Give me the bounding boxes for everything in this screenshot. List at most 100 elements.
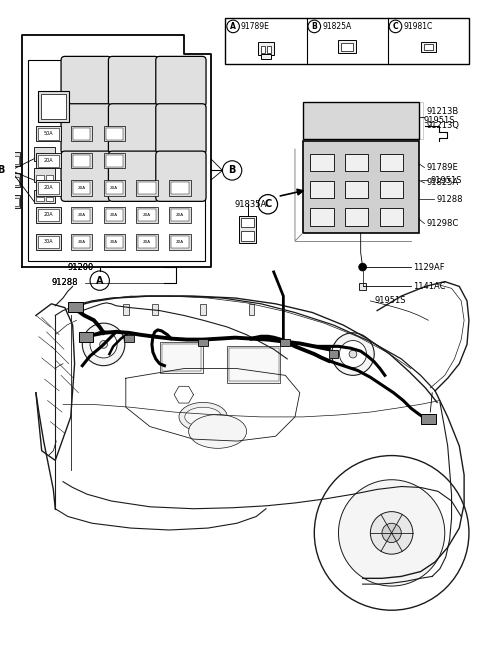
Bar [152, 304, 158, 316]
Bar [104, 153, 125, 168]
Bar [36, 126, 61, 141]
Text: 91288: 91288 [51, 278, 78, 287]
Text: 91951S: 91951S [423, 116, 455, 124]
Text: 91298C: 91298C [426, 219, 459, 228]
Text: B: B [228, 166, 236, 176]
Bar [68, 302, 84, 312]
Bar [34, 147, 55, 160]
Text: 91213B: 91213B [426, 107, 459, 116]
Text: 91288: 91288 [51, 278, 78, 287]
Text: 20A: 20A [44, 212, 53, 217]
Ellipse shape [179, 402, 228, 432]
Bar [160, 343, 203, 373]
Bar [280, 339, 290, 346]
Bar [38, 209, 59, 221]
Bar [171, 209, 189, 221]
Text: 20A: 20A [77, 240, 85, 244]
Text: 20A: 20A [44, 159, 53, 163]
Text: 20A: 20A [176, 240, 184, 244]
Bar [311, 181, 334, 198]
Bar [359, 282, 367, 290]
Text: C: C [264, 199, 272, 209]
Circle shape [100, 341, 108, 348]
Bar [200, 304, 206, 316]
Text: 91825A: 91825A [426, 179, 458, 187]
Bar [72, 182, 90, 194]
Bar [72, 155, 90, 166]
Bar [249, 304, 254, 316]
Bar [329, 350, 338, 358]
Bar [239, 216, 256, 243]
Bar [79, 332, 93, 341]
FancyBboxPatch shape [156, 151, 206, 201]
Bar [71, 126, 92, 141]
Bar [46, 154, 53, 159]
Bar [169, 207, 191, 223]
Bar [71, 153, 92, 168]
Bar [106, 128, 123, 140]
Bar [169, 234, 191, 250]
Circle shape [332, 333, 374, 375]
Bar [36, 154, 44, 159]
Bar [261, 46, 265, 52]
Text: A: A [96, 276, 104, 286]
Bar [303, 141, 419, 233]
Text: 91981C: 91981C [403, 22, 432, 31]
Bar [104, 234, 125, 250]
Text: B: B [312, 22, 317, 31]
Bar [104, 126, 125, 141]
Circle shape [308, 20, 321, 33]
Bar [229, 348, 278, 381]
Text: B: B [0, 166, 5, 176]
Bar [38, 128, 59, 140]
Bar [38, 155, 59, 166]
Bar [34, 190, 55, 203]
Bar [36, 234, 61, 250]
Bar [138, 209, 156, 221]
Bar [9, 174, 21, 187]
Bar [36, 207, 61, 223]
Bar [11, 178, 19, 185]
FancyBboxPatch shape [108, 103, 159, 154]
Bar [171, 182, 189, 194]
FancyBboxPatch shape [156, 56, 206, 107]
Bar [71, 234, 92, 250]
Text: 20A: 20A [143, 213, 151, 217]
FancyBboxPatch shape [61, 103, 111, 154]
Circle shape [359, 263, 367, 271]
Bar [36, 196, 44, 201]
Text: 20A: 20A [44, 185, 53, 191]
Bar [380, 181, 403, 198]
FancyBboxPatch shape [108, 151, 159, 201]
Bar [241, 218, 254, 227]
Circle shape [339, 341, 367, 367]
Bar [104, 207, 125, 223]
Bar [341, 43, 353, 50]
Text: 20A: 20A [110, 213, 118, 217]
Circle shape [90, 331, 117, 358]
Circle shape [227, 20, 240, 33]
Circle shape [314, 456, 469, 610]
Bar [72, 209, 90, 221]
Bar [345, 154, 369, 172]
Bar [228, 346, 280, 383]
Bar [136, 180, 158, 196]
Text: 20A: 20A [176, 213, 184, 217]
Bar [420, 42, 436, 52]
Bar [9, 152, 21, 166]
Bar [123, 304, 129, 316]
Text: 20A: 20A [110, 186, 118, 190]
Bar [36, 180, 61, 196]
Bar [423, 44, 433, 50]
Bar [28, 60, 205, 261]
Bar [106, 155, 123, 166]
Bar [46, 176, 53, 180]
Ellipse shape [189, 415, 247, 448]
Circle shape [0, 160, 11, 180]
Text: 91825A: 91825A [322, 22, 351, 31]
Bar [162, 345, 201, 371]
Bar [345, 208, 369, 225]
Bar [241, 231, 254, 241]
Text: 20A: 20A [110, 240, 118, 244]
Text: 91835A: 91835A [234, 200, 266, 209]
